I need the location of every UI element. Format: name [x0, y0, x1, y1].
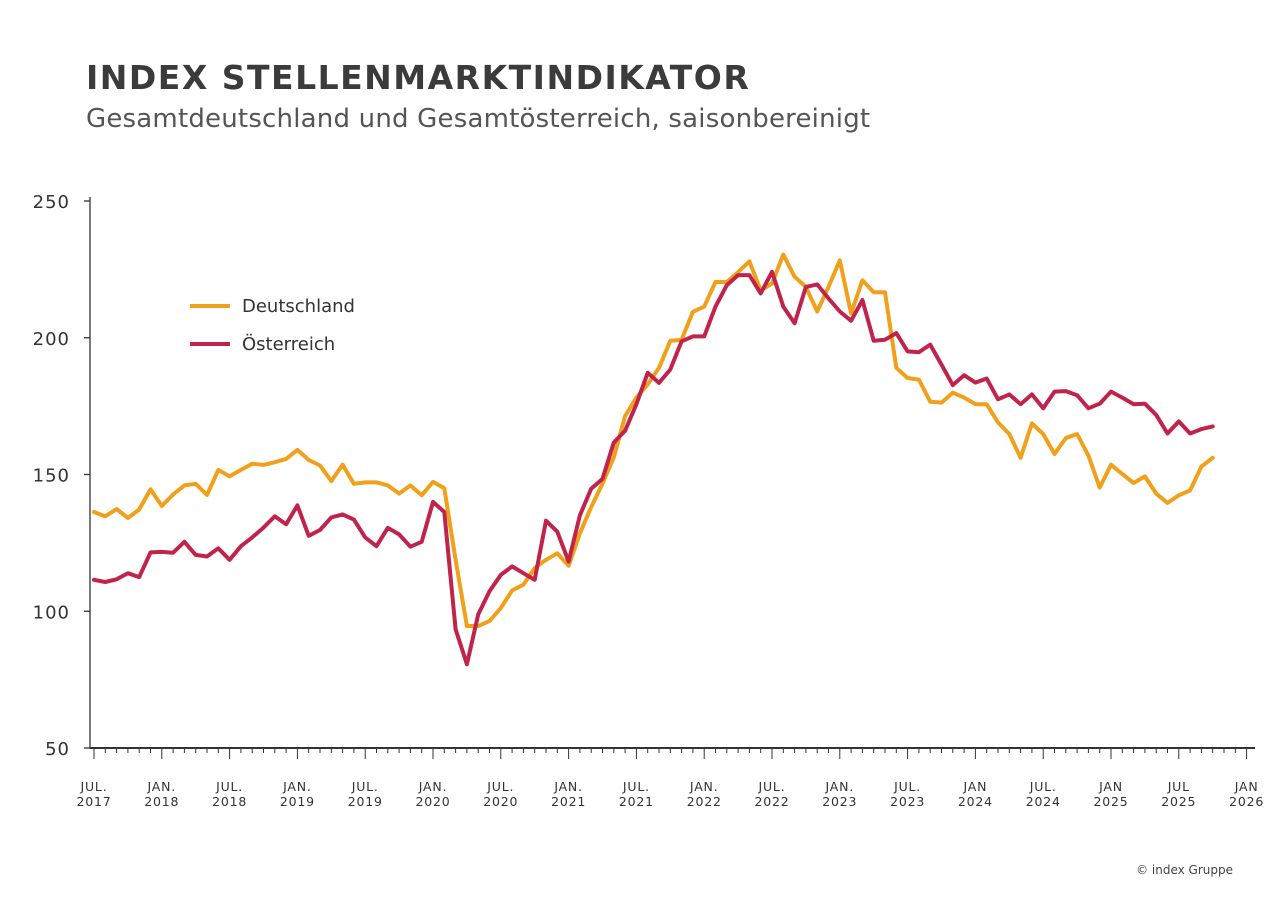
y-tick-label: 250 — [33, 192, 70, 213]
series-lines — [92, 252, 1215, 667]
x-tick-label-month: JUL. — [215, 779, 243, 794]
x-tick-label-month: JAN — [1234, 779, 1259, 794]
axes: 50100150200250JUL.2017JAN.2018JUL.2018JA… — [33, 192, 1264, 809]
x-tick-label-year: 2019 — [280, 794, 315, 809]
chart-title: INDEX STELLENMARKTINDIKATOR — [86, 58, 751, 97]
copyright-credit: © index Gruppe — [1136, 863, 1233, 877]
x-tick-label-year: 2020 — [483, 794, 518, 809]
x-tick-label-year: 2021 — [551, 794, 586, 809]
x-tick-label-month: JUL. — [80, 779, 108, 794]
x-tick-label-year: 2024 — [958, 794, 993, 809]
x-tick-label-month: JAN. — [418, 779, 448, 794]
x-tick-label-month: JUL. — [351, 779, 379, 794]
x-tick-label-year: 2023 — [890, 794, 925, 809]
x-tick-label-month: JUL. — [622, 779, 650, 794]
x-tick-label-month: JUL. — [1029, 779, 1057, 794]
x-tick-label-year: 2024 — [1026, 794, 1061, 809]
x-tick-label-year: 2017 — [76, 794, 111, 809]
legend-label: Österreich — [242, 333, 335, 355]
legend: Deutschland Österreich — [190, 296, 355, 355]
x-tick-label-month: JAN. — [147, 779, 177, 794]
series-line-oesterreich — [92, 269, 1215, 667]
x-tick-label-year: 2026 — [1229, 794, 1264, 809]
x-tick-label-year: 2018 — [212, 794, 247, 809]
y-tick-label: 100 — [33, 602, 70, 623]
x-tick-label-year: 2023 — [822, 794, 857, 809]
x-tick-label-year: 2018 — [144, 794, 179, 809]
x-tick-label-year: 2025 — [1093, 794, 1128, 809]
x-tick-label-year: 2022 — [754, 794, 789, 809]
x-tick-label-month: JAN. — [689, 779, 719, 794]
chart-subtitle: Gesamtdeutschland und Gesamtösterreich, … — [86, 104, 871, 134]
x-tick-label-month: JUL. — [758, 779, 786, 794]
x-tick-label-month: JAN. — [553, 779, 583, 794]
x-tick-label-month: JUL — [1167, 779, 1190, 794]
x-tick-label-month: JUL. — [893, 779, 921, 794]
x-tick-label-month: JAN. — [825, 779, 855, 794]
legend-label: Deutschland — [242, 296, 355, 317]
y-tick-label: 200 — [33, 329, 70, 350]
x-tick-label-month: JAN. — [282, 779, 312, 794]
x-tick-label-year: 2022 — [687, 794, 722, 809]
x-tick-label-year: 2025 — [1161, 794, 1196, 809]
x-tick-label-year: 2020 — [415, 794, 450, 809]
x-tick-label-year: 2019 — [348, 794, 383, 809]
x-tick-label-month: JAN — [963, 779, 988, 794]
y-tick-label: 150 — [33, 466, 70, 487]
x-tick-label-year: 2021 — [619, 794, 654, 809]
x-tick-label-month: JUL. — [486, 779, 514, 794]
x-tick-label-month: JAN — [1098, 779, 1123, 794]
y-tick-label: 50 — [45, 739, 70, 760]
